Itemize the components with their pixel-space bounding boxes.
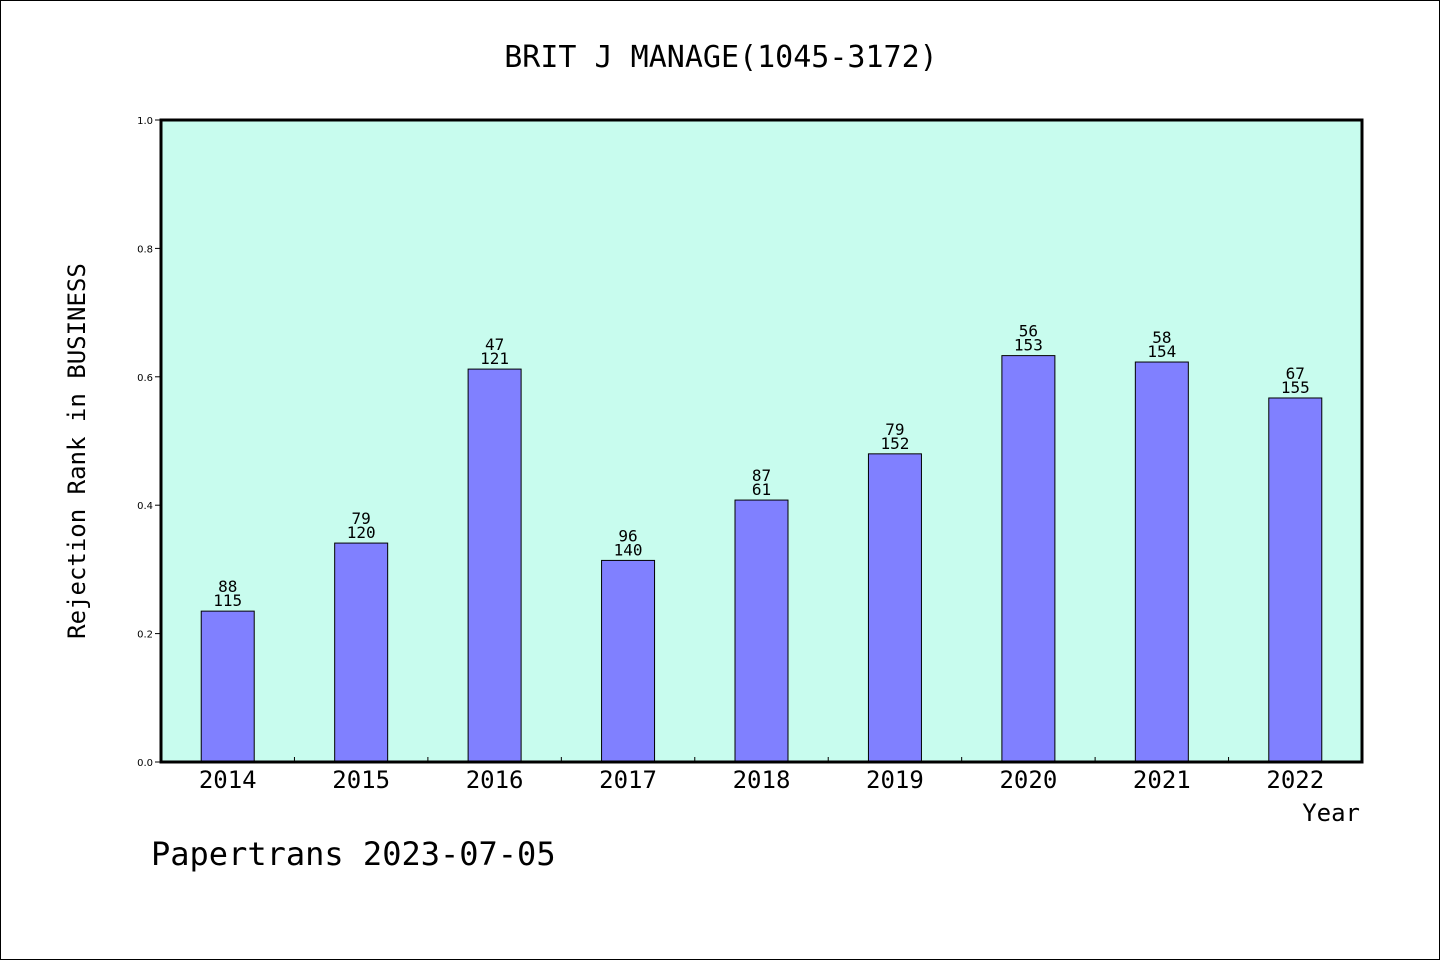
x-tick-label: 2022 <box>1266 766 1324 794</box>
x-tick-label: 2021 <box>1133 766 1191 794</box>
total-label: 115 <box>213 591 242 610</box>
bar-2014 <box>200 610 255 763</box>
y-tick-label: 0.2 <box>137 630 153 641</box>
rank-label: 88 <box>218 577 237 596</box>
bar-series <box>200 355 1323 763</box>
bar-2020 <box>1001 355 1056 763</box>
bar-2017 <box>601 559 656 763</box>
bar-2018 <box>734 499 789 763</box>
rank-label: 58 <box>1152 328 1171 347</box>
y-axis: 0.0 0.2 0.4 0.6 0.8 1.0 <box>137 116 161 769</box>
total-label: 61 <box>752 480 771 499</box>
y-tick-label: 0.8 <box>137 244 153 255</box>
footer-text: Papertrans 2023-07-05 <box>151 835 556 873</box>
total-label: 140 <box>614 540 643 559</box>
bar-2015 <box>334 542 389 763</box>
x-axis: 2014 2015 2016 2017 2018 2019 2020 2021 2022 <box>199 757 1324 794</box>
total-label: 121 <box>480 349 509 368</box>
rank-label: 87 <box>752 466 771 485</box>
bar-2019 <box>867 453 922 763</box>
x-tick-label: 2018 <box>733 766 791 794</box>
x-tick-label: 2017 <box>599 766 657 794</box>
y-tick-label: 1.0 <box>137 116 153 127</box>
bar-2022 <box>1268 397 1323 763</box>
plot-border <box>159 118 1364 764</box>
total-label: 152 <box>880 434 909 453</box>
rank-label: 96 <box>618 526 637 545</box>
chart-title: BRIT J MANAGE(1045-3172) <box>504 40 937 75</box>
x-tick-label: 2019 <box>866 766 924 794</box>
rank-label: 56 <box>1019 322 1038 341</box>
bar-2021 <box>1134 361 1189 763</box>
rank-label: 79 <box>352 509 371 528</box>
y-axis-label: Rejection Rank in BUSINESS <box>63 263 91 639</box>
y-tick-label: 0.4 <box>137 501 153 512</box>
bar-2016 <box>467 368 522 763</box>
total-label: 155 <box>1281 378 1310 397</box>
rank-label: 47 <box>485 335 504 354</box>
x-axis-label: Year <box>1302 799 1360 827</box>
y-tick-label: 0.6 <box>137 373 153 384</box>
total-label: 120 <box>347 523 376 542</box>
rank-label: 79 <box>885 420 904 439</box>
x-tick-label: 2014 <box>199 766 257 794</box>
x-tick-label: 2020 <box>999 766 1057 794</box>
x-tick-label: 2016 <box>466 766 524 794</box>
total-label: 153 <box>1014 336 1043 355</box>
rank-label: 67 <box>1286 364 1305 383</box>
y-tick-label: 0.0 <box>137 758 153 769</box>
x-tick-label: 2015 <box>332 766 390 794</box>
total-label: 154 <box>1147 342 1176 361</box>
